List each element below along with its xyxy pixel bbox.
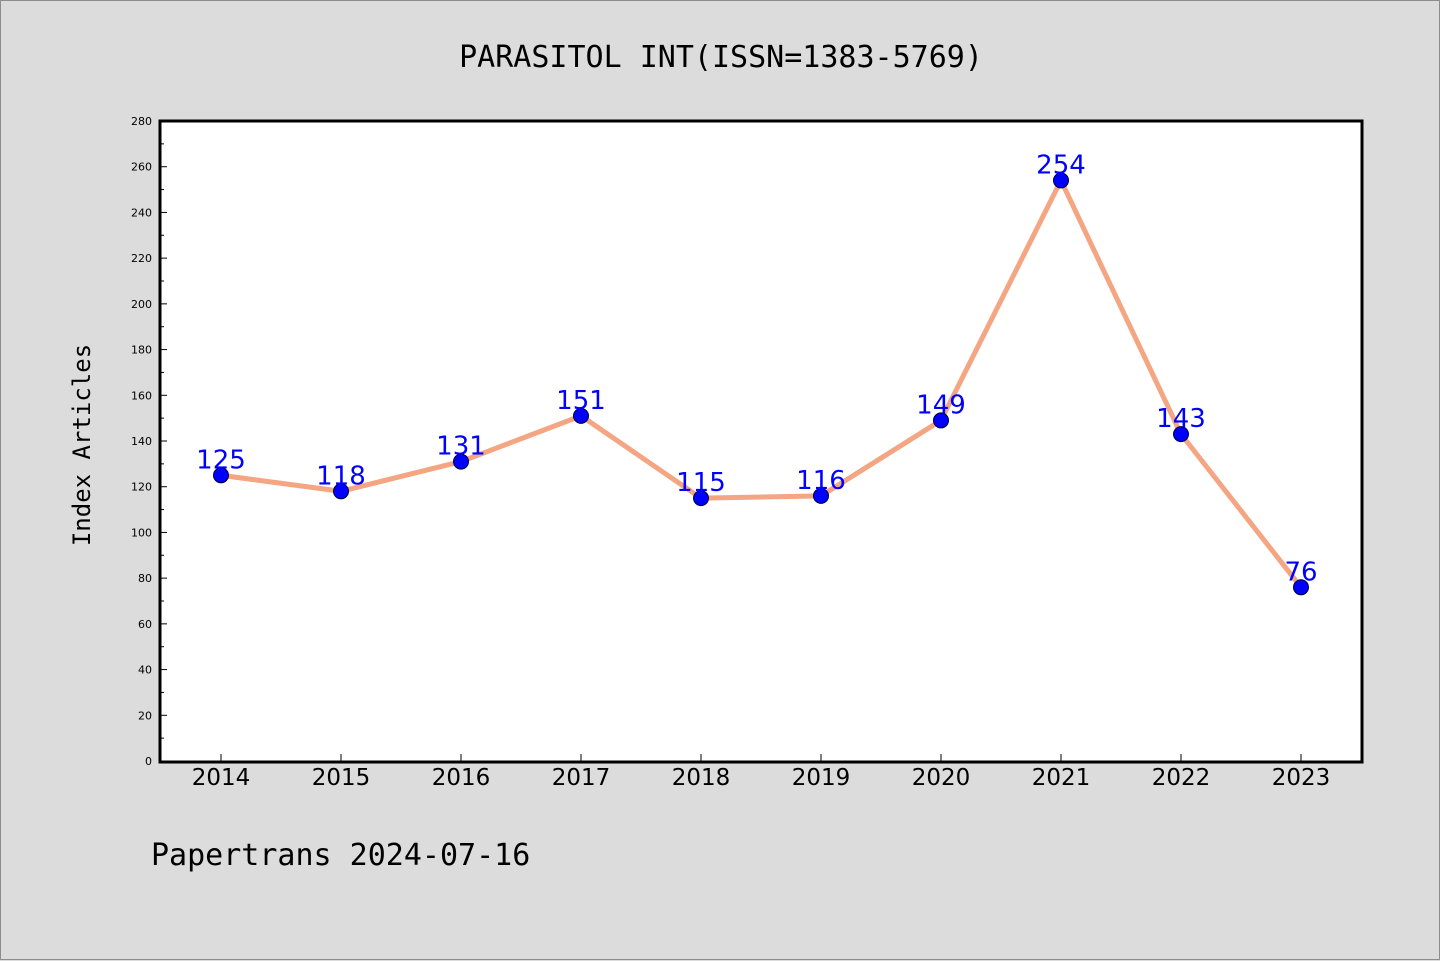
y-tick-label: 0 — [145, 755, 152, 768]
data-point — [693, 490, 709, 507]
x-tick-label: 2014 — [192, 765, 251, 791]
data-label: 76 — [1284, 557, 1317, 587]
y-tick-label: 140 — [131, 435, 152, 448]
x-tick-label: 2021 — [1032, 765, 1091, 791]
data-label: 115 — [676, 468, 726, 498]
x-tick-label: 2018 — [672, 765, 731, 791]
data-point — [573, 407, 589, 424]
x-tick-label: 2020 — [912, 765, 971, 791]
data-label: 151 — [556, 386, 606, 416]
x-tick-label: 2015 — [312, 765, 371, 791]
chart-title: PARASITOL INT(ISSN=1383-5769) — [459, 40, 983, 75]
series-line-group: 125 118 131 151 115 116 149 254 143 76 — [196, 150, 1318, 596]
y-tick-label: 280 — [131, 115, 152, 128]
x-axis-ticks: 2014 2015 2016 2017 2018 2019 2020 2021 2022 2023 — [192, 754, 1331, 791]
y-tick-label: 220 — [131, 252, 152, 265]
y-tick-label: 80 — [138, 572, 152, 585]
data-label: 125 — [196, 445, 246, 475]
x-tick-label: 2023 — [1272, 765, 1331, 791]
data-label: 149 — [916, 390, 966, 420]
data-label: 254 — [1036, 150, 1086, 180]
x-tick-label: 2017 — [552, 765, 611, 791]
data-label: 131 — [436, 432, 486, 462]
y-tick-label: 100 — [131, 526, 152, 539]
data-point — [933, 412, 949, 429]
data-point — [1173, 426, 1189, 443]
data-label: 116 — [796, 466, 846, 496]
x-tick-label: 2016 — [432, 765, 491, 791]
y-tick-label: 180 — [131, 344, 152, 357]
x-tick-label: 2019 — [792, 765, 851, 791]
x-tick-label: 2022 — [1152, 765, 1211, 791]
y-tick-label: 260 — [131, 161, 152, 174]
footer-text: Papertrans 2024-07-16 — [151, 838, 530, 873]
data-point — [1293, 579, 1309, 596]
y-tick-label: 240 — [131, 206, 152, 219]
y-tick-label: 200 — [131, 298, 152, 311]
data-point — [213, 467, 229, 484]
plot-area — [160, 121, 1362, 762]
data-point — [813, 487, 829, 504]
y-tick-label: 40 — [138, 664, 152, 677]
plot-border — [158, 119, 1364, 764]
data-label: 118 — [316, 461, 366, 491]
data-label: 143 — [1156, 404, 1206, 434]
y-tick-label: 20 — [138, 709, 152, 722]
y-tick-label: 160 — [131, 389, 152, 402]
y-tick-label: 120 — [131, 481, 152, 494]
data-point — [453, 453, 469, 470]
y-axis-label: Index Articles — [68, 344, 96, 546]
y-tick-label: 60 — [138, 618, 152, 631]
data-point — [1053, 172, 1069, 189]
series-line — [218, 177, 1304, 590]
data-point — [333, 483, 349, 500]
